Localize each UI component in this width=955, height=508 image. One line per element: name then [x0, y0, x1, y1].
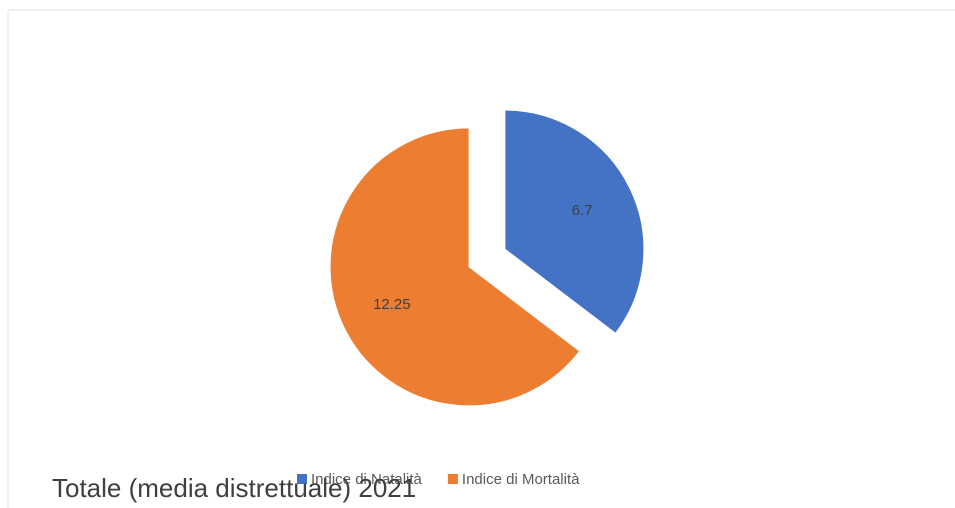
legend-swatch	[447, 474, 458, 484]
data-label: 6.7	[572, 202, 593, 219]
pie-slice	[504, 109, 645, 335]
legend-swatch	[297, 474, 307, 484]
legend-label: Indice di Natalità	[311, 471, 423, 488]
data-label: 12.25	[373, 296, 411, 313]
legend-label: Indice di Mortalità	[462, 471, 580, 488]
chart-title: Totale (media distrettuale) 2021	[52, 473, 416, 503]
pie-slice	[329, 127, 581, 407]
